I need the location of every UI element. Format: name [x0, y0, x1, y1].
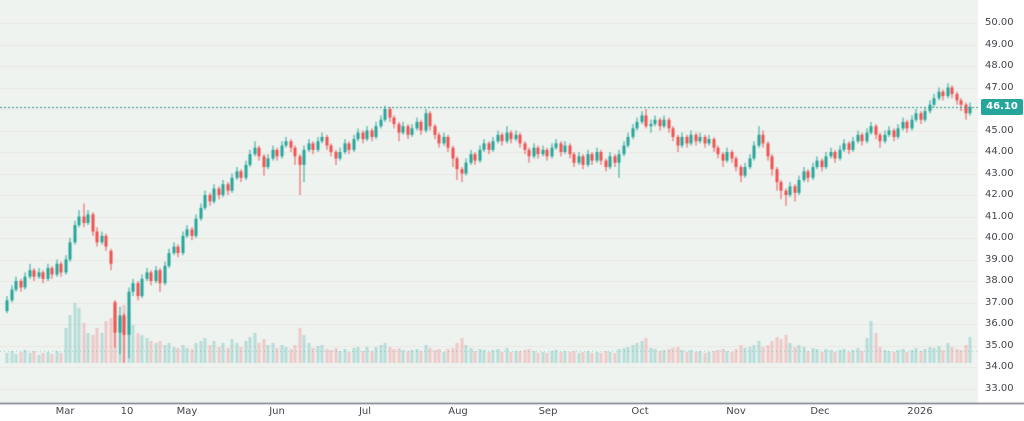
price-axis-label: 47.00 — [985, 81, 1014, 93]
price-axis-label: 40.00 — [985, 232, 1014, 243]
time-axis-label: Jun — [269, 406, 285, 417]
price-axis-label: 48.00 — [985, 60, 1014, 71]
price-axis-label: 35.00 — [985, 339, 1014, 351]
time-axis[interactable]: Mar 10 May Jun Jul Aug Sep Oct Nov Dec 2026 — [0, 403, 1024, 421]
time-axis-label: Oct — [631, 406, 649, 417]
time-axis-label: Dec — [810, 406, 830, 417]
price-axis-label: 42.00 — [985, 189, 1014, 200]
price-axis-label: 50.00 — [985, 17, 1014, 28]
time-axis-label: 10 — [120, 406, 134, 417]
time-axis-label: May — [176, 406, 198, 417]
price-axis-label: 33.00 — [985, 382, 1014, 394]
price-axis-label: 36.00 — [985, 318, 1014, 329]
price-axis-label: 37.00 — [985, 296, 1014, 308]
price-axis[interactable]: 50.00 49.00 48.00 47.00 45.00 44.00 43.00 42.00… — [978, 0, 1024, 403]
last-price-badge: 46.10 — [981, 99, 1023, 115]
time-axis-label: Sep — [538, 406, 558, 417]
time-axis-label: Aug — [448, 406, 468, 417]
time-axis-label: 2026 — [907, 406, 933, 417]
price-axis-label: 43.00 — [985, 167, 1014, 179]
price-axis-label: 45.00 — [985, 124, 1014, 136]
price-axis-label: 34.00 — [985, 361, 1014, 372]
price-axis-label: 41.00 — [985, 210, 1014, 222]
price-axis-label: 44.00 — [985, 146, 1014, 157]
time-axis-label: Jul — [358, 406, 372, 417]
time-axis-label: Nov — [726, 406, 746, 417]
price-axis-label: 38.00 — [985, 275, 1014, 286]
time-axis-label: Mar — [55, 406, 75, 417]
price-axis-label: 39.00 — [985, 253, 1014, 265]
price-axis-label: 49.00 — [985, 38, 1014, 50]
